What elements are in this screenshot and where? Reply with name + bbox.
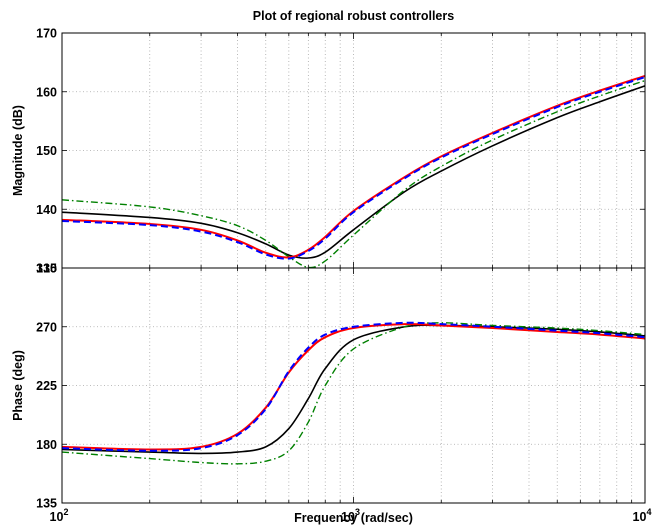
y-tick-label: 225 xyxy=(36,379,57,393)
chart-title: Plot of regional robust controllers xyxy=(253,9,454,23)
y-tick-label: 170 xyxy=(36,27,57,41)
x-tick-label: 102 xyxy=(50,507,69,524)
axes-border xyxy=(61,267,646,504)
y-tick-label: 135 xyxy=(36,497,57,511)
series-line-3 xyxy=(62,85,645,259)
x-tick-label: 103 xyxy=(341,507,360,524)
x-tick-label: 104 xyxy=(633,507,652,524)
series-line-4 xyxy=(62,322,645,465)
phase-subplot: 135 180 225 270 315 Phase (deg) xyxy=(11,262,646,511)
magnitude-subplot: 130 140 150 160 170 Magnitude (dB) xyxy=(11,27,646,276)
series-group xyxy=(62,321,645,465)
y-tick-label: 270 xyxy=(36,320,57,334)
y-tick-label: 140 xyxy=(36,203,57,217)
series-line-2 xyxy=(62,76,645,260)
grid-lines xyxy=(62,33,645,268)
magnitude-axis-label: Magnitude (dB) xyxy=(11,105,25,196)
series-line-1 xyxy=(62,74,645,259)
series-line-3 xyxy=(62,324,645,455)
series-line-1 xyxy=(62,323,645,451)
phase-axis-label: Phase (deg) xyxy=(11,350,25,421)
y-tick-label: 160 xyxy=(36,85,57,99)
series-line-4 xyxy=(62,79,645,268)
series-line-2 xyxy=(62,321,645,452)
y-tick-label: 180 xyxy=(36,438,57,452)
x-axis-label: Frequency (rad/sec) xyxy=(294,511,413,525)
y-tick-label: 130 xyxy=(36,262,57,276)
y-tick-label: 315 xyxy=(36,262,57,276)
y-tick-label: 150 xyxy=(36,144,57,158)
series-group xyxy=(62,74,645,268)
